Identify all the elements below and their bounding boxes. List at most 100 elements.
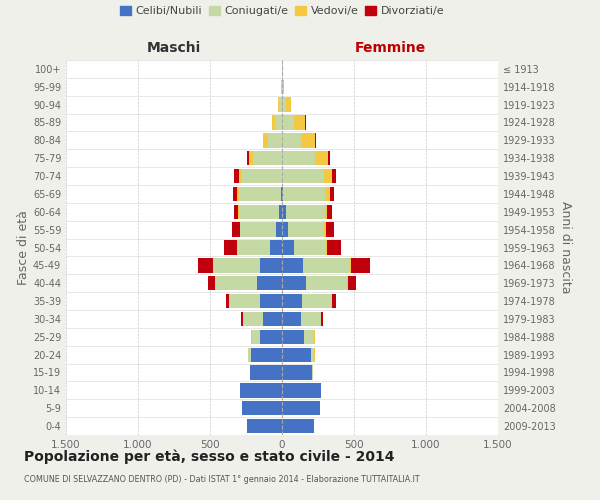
- Bar: [251, 348, 282, 362]
- Bar: [208, 276, 215, 290]
- Bar: [282, 312, 301, 326]
- Bar: [253, 151, 282, 166]
- Bar: [282, 222, 289, 237]
- Bar: [252, 330, 260, 344]
- Bar: [282, 62, 283, 76]
- Bar: [235, 169, 239, 183]
- Bar: [328, 204, 332, 219]
- Bar: [282, 116, 293, 130]
- Bar: [282, 133, 301, 148]
- Bar: [281, 80, 282, 94]
- Bar: [347, 276, 356, 290]
- Bar: [238, 240, 271, 254]
- Bar: [263, 133, 268, 148]
- Bar: [326, 240, 341, 254]
- Bar: [282, 204, 286, 219]
- Bar: [282, 366, 312, 380]
- Bar: [312, 366, 313, 380]
- Bar: [282, 240, 293, 254]
- Bar: [239, 204, 279, 219]
- Bar: [282, 258, 303, 272]
- Bar: [315, 133, 316, 148]
- Bar: [282, 276, 307, 290]
- Bar: [275, 116, 282, 130]
- Bar: [268, 133, 282, 148]
- Bar: [241, 312, 243, 326]
- Bar: [271, 240, 282, 254]
- Bar: [282, 419, 314, 433]
- Bar: [350, 258, 351, 272]
- Bar: [278, 98, 279, 112]
- Text: Popolazione per età, sesso e stato civile - 2014: Popolazione per età, sesso e stato civil…: [24, 450, 395, 464]
- Bar: [239, 187, 281, 201]
- Bar: [242, 401, 282, 415]
- Bar: [282, 348, 311, 362]
- Bar: [226, 294, 229, 308]
- Bar: [307, 276, 347, 290]
- Bar: [324, 169, 332, 183]
- Bar: [315, 151, 328, 166]
- Bar: [238, 204, 239, 219]
- Bar: [325, 187, 329, 201]
- Bar: [282, 383, 321, 398]
- Bar: [321, 312, 323, 326]
- Bar: [326, 222, 334, 237]
- Bar: [304, 330, 314, 344]
- Bar: [257, 276, 282, 290]
- Y-axis label: Fasce di età: Fasce di età: [17, 210, 30, 285]
- Bar: [229, 294, 260, 308]
- Bar: [198, 258, 212, 272]
- Bar: [311, 348, 314, 362]
- Bar: [279, 98, 282, 112]
- Bar: [282, 187, 283, 201]
- Bar: [325, 222, 326, 237]
- Bar: [233, 187, 238, 201]
- Bar: [314, 330, 316, 344]
- Bar: [272, 116, 275, 130]
- Bar: [282, 151, 315, 166]
- Y-axis label: Anni di nascita: Anni di nascita: [559, 201, 572, 294]
- Bar: [279, 204, 282, 219]
- Bar: [325, 204, 328, 219]
- Bar: [249, 151, 253, 166]
- Bar: [282, 330, 304, 344]
- Bar: [238, 187, 239, 201]
- Bar: [240, 222, 276, 237]
- Bar: [281, 187, 282, 201]
- Bar: [329, 187, 334, 201]
- Bar: [234, 204, 238, 219]
- Bar: [303, 258, 350, 272]
- Bar: [263, 312, 282, 326]
- Bar: [250, 366, 282, 380]
- Bar: [283, 187, 325, 201]
- Bar: [286, 204, 325, 219]
- Bar: [215, 276, 257, 290]
- Bar: [293, 116, 305, 130]
- Bar: [305, 116, 306, 130]
- Bar: [286, 98, 290, 112]
- Bar: [260, 330, 282, 344]
- Bar: [282, 80, 283, 94]
- Bar: [282, 169, 324, 183]
- Bar: [224, 240, 237, 254]
- Bar: [240, 383, 282, 398]
- Text: COMUNE DI SELVAZZANO DENTRO (PD) - Dati ISTAT 1° gennaio 2014 - Elaborazione TUT: COMUNE DI SELVAZZANO DENTRO (PD) - Dati …: [24, 475, 419, 484]
- Bar: [248, 348, 251, 362]
- Bar: [247, 419, 282, 433]
- Bar: [213, 258, 260, 272]
- Text: Maschi: Maschi: [147, 41, 201, 55]
- Legend: Celibi/Nubili, Coniugati/e, Vedovi/e, Divorziati/e: Celibi/Nubili, Coniugati/e, Vedovi/e, Di…: [120, 6, 444, 16]
- Bar: [351, 258, 370, 272]
- Bar: [301, 133, 315, 148]
- Bar: [282, 98, 286, 112]
- Bar: [239, 169, 242, 183]
- Bar: [282, 294, 302, 308]
- Bar: [328, 151, 329, 166]
- Bar: [283, 80, 284, 94]
- Text: Femmine: Femmine: [355, 41, 425, 55]
- Bar: [289, 222, 325, 237]
- Bar: [260, 258, 282, 272]
- Bar: [242, 169, 282, 183]
- Bar: [247, 151, 249, 166]
- Bar: [301, 312, 321, 326]
